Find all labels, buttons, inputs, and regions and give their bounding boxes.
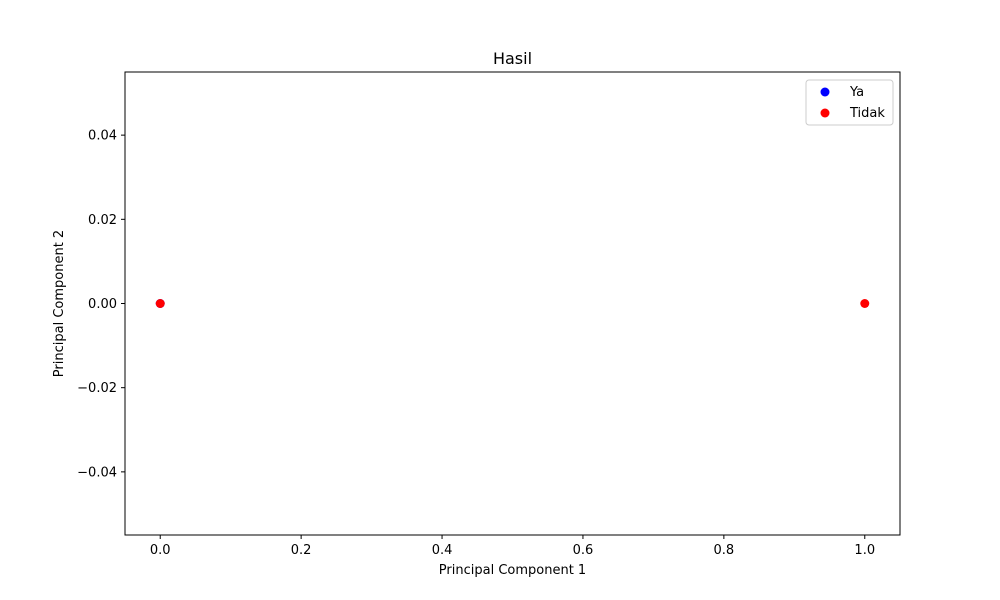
x-tick-label: 0.8: [714, 543, 735, 558]
y-tick-label: 0.02: [88, 213, 117, 228]
x-tick-label: 0.2: [291, 543, 312, 558]
legend-label-ya: Ya: [849, 85, 864, 100]
legend-marker-ya: [820, 87, 830, 97]
y-tick-label: −0.02: [77, 381, 117, 396]
legend: Ya Tidak: [805, 79, 894, 126]
y-tick-label: 0.00: [88, 297, 117, 312]
data-points: [155, 299, 870, 308]
legend-label-tidak: Tidak: [849, 106, 885, 121]
data-point-tidak: [860, 299, 870, 308]
y-tick-label: 0.04: [88, 129, 117, 144]
y-axis-ticks: −0.04 −0.02 0.00 0.02 0.04: [77, 129, 125, 480]
chart-title: Hasil: [493, 49, 532, 68]
data-point-tidak: [155, 299, 165, 308]
x-tick-label: 0.0: [150, 543, 171, 558]
x-axis-label: Principal Component 1: [439, 563, 586, 578]
y-axis-label: Principal Component 2: [52, 230, 67, 377]
x-tick-label: 0.4: [432, 543, 453, 558]
y-tick-label: −0.04: [77, 465, 117, 480]
legend-marker-tidak: [820, 108, 830, 118]
x-tick-label: 1.0: [854, 543, 875, 558]
x-axis-ticks: 0.0 0.2 0.4 0.6 0.8 1.0: [150, 535, 875, 558]
x-tick-label: 0.6: [573, 543, 594, 558]
